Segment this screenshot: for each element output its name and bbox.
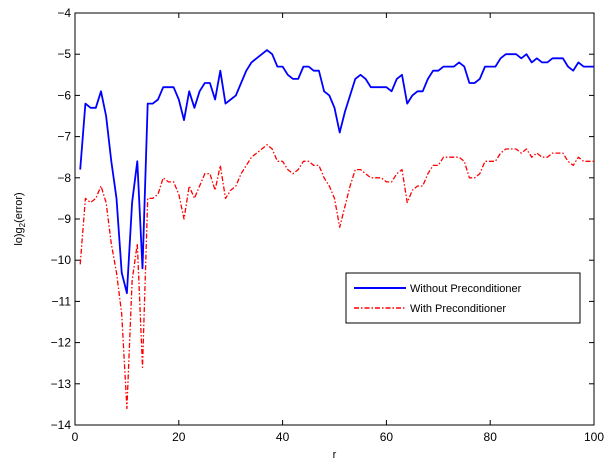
y-tick-label: −13 [51, 377, 72, 391]
x-tick-label: 0 [72, 430, 79, 444]
y-axis-label-tail: (error) [13, 192, 25, 223]
y-tick-label: −8 [57, 171, 71, 185]
y-axis: −14 −13 −12 −11 −10 −9 −8 −7 −6 −5 −4 [51, 6, 594, 432]
legend-box [345, 272, 581, 324]
y-tick-label: −7 [57, 130, 71, 144]
y-axis-label-subscript: 2 [18, 222, 27, 227]
x-axis: 0 20 40 60 80 100 [72, 13, 604, 444]
y-axis-label: lo)g2(error) [13, 192, 27, 245]
x-tick-label: 20 [172, 430, 186, 444]
y-tick-label: −11 [52, 294, 72, 308]
x-tick-label: 40 [276, 430, 290, 444]
y-tick-label: −10 [51, 253, 72, 267]
legend-label-with-preconditioner: With Preconditioner [410, 303, 506, 315]
x-tick-label: 100 [584, 430, 604, 444]
y-axis-label-main: lo)g [13, 227, 25, 245]
x-axis-label: r [333, 449, 337, 461]
y-tick-label: −12 [51, 336, 72, 350]
plot-area [74, 12, 595, 426]
series-line-with-preconditioner [79, 144, 594, 410]
y-tick-label: −14 [51, 418, 72, 432]
x-tick-label: 60 [380, 430, 394, 444]
y-tick-label: −9 [57, 212, 71, 226]
legend-label-without-preconditioner: Without Preconditioner [410, 283, 522, 295]
x-tick-label: 80 [484, 430, 498, 444]
y-tick-label: −4 [57, 6, 71, 20]
y-tick-label: −5 [57, 47, 71, 61]
series-layer [79, 49, 594, 410]
y-tick-label: −6 [57, 88, 71, 102]
legend: Without Preconditioner With Precondition… [345, 272, 581, 324]
series-line-without-preconditioner [79, 49, 594, 295]
